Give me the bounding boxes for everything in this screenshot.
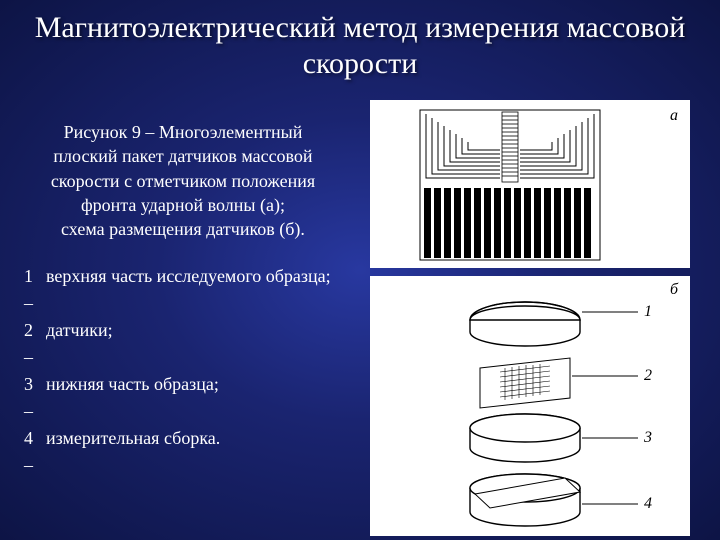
svg-text:б: б <box>670 281 679 298</box>
legend-num: 4 – <box>24 425 46 479</box>
figure-a: а <box>370 100 690 268</box>
legend-item: 4 – измерительная сборка. <box>24 425 348 479</box>
legend-item: 1 – верхняя часть исследуемого образца; <box>24 263 348 317</box>
left-column: Рисунок 9 – Многоэлементный плоский паке… <box>18 100 348 536</box>
legend-num: 2 – <box>24 317 46 371</box>
caption-line: схема размещения датчиков (б). <box>18 217 348 241</box>
caption-line: фронта ударной волны (а); <box>18 193 348 217</box>
legend-text: нижняя часть образца; <box>46 371 219 425</box>
caption-line: Рисунок 9 – Многоэлементный <box>18 120 348 144</box>
svg-text:а: а <box>670 107 678 124</box>
svg-text:4: 4 <box>644 495 652 512</box>
legend-item: 3 – нижняя часть образца; <box>24 371 348 425</box>
slide-title: Магнитоэлектрический метод измерения мас… <box>0 0 720 88</box>
caption-line: скорости с отметчиком положения <box>18 169 348 193</box>
legend-text: датчики; <box>46 317 113 371</box>
figure-caption: Рисунок 9 – Многоэлементный плоский паке… <box>18 120 348 241</box>
sensor-package-diagram: а <box>370 100 690 268</box>
figure-b: б 1 <box>370 276 690 536</box>
svg-text:1: 1 <box>644 303 652 320</box>
legend-num: 3 – <box>24 371 46 425</box>
content-area: Рисунок 9 – Многоэлементный плоский паке… <box>0 88 720 536</box>
right-column: а б 1 <box>358 100 702 536</box>
caption-line: плоский пакет датчиков массовой <box>18 144 348 168</box>
legend-item: 2 – датчики; <box>24 317 348 371</box>
svg-text:3: 3 <box>643 429 652 446</box>
legend-text: измерительная сборка. <box>46 425 220 479</box>
legend-num: 1 – <box>24 263 46 317</box>
sensor-placement-diagram: б 1 <box>370 276 690 536</box>
legend-list: 1 – верхняя часть исследуемого образца; … <box>18 263 348 479</box>
svg-text:2: 2 <box>644 367 652 384</box>
legend-text: верхняя часть исследуемого образца; <box>46 263 331 317</box>
